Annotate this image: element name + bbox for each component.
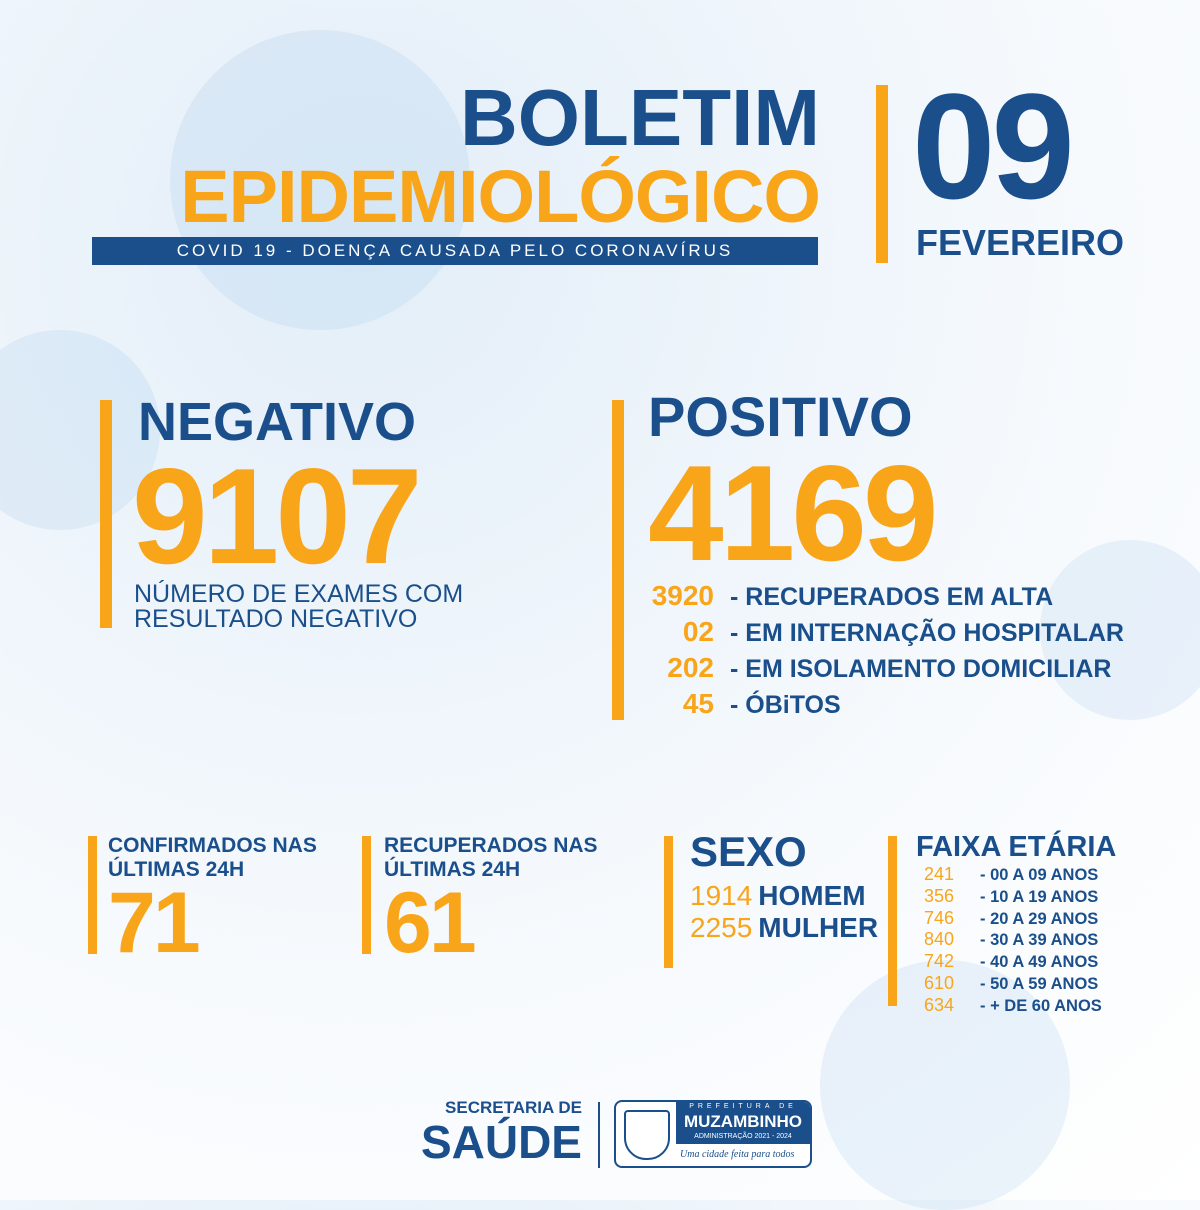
subtitle-banner: COVID 19 - DOENÇA CAUSADA PELO CORONAVÍR… <box>92 237 818 265</box>
faixa-list: 241 - 00 A 09 ANOS 356 - 10 A 19 ANOS 746 - 2… <box>908 864 1102 1017</box>
prefeitura-label: PREFEITURA DE <box>689 1103 797 1110</box>
date-day: 09 <box>912 62 1075 230</box>
recuperados-value: 61 <box>384 875 477 971</box>
virus-decoration <box>0 330 160 530</box>
item-label: - RECUPERADOS EM ALTA <box>730 583 1054 611</box>
recuperados-label-line1: RECUPERADOS NAS <box>384 834 598 857</box>
confirmados-value: 71 <box>108 875 201 971</box>
sexo-item: 2255 MULHER <box>690 912 878 944</box>
item-number: 02 <box>682 616 714 647</box>
negativo-desc-line2: RESULTADO NEGATIVO <box>134 605 418 633</box>
item-label: - 40 A 49 ANOS <box>980 953 1099 972</box>
positivo-item: 202 - EM ISOLAMENTO DOMICILIAR <box>630 650 1124 686</box>
sexo-list: 1914 HOMEM 2255 MULHER <box>690 880 878 944</box>
faixa-item: 634 - + DE 60 ANOS <box>908 995 1102 1017</box>
item-number: 1914 <box>690 880 753 911</box>
faixa-item: 610 - 50 A 59 ANOS <box>908 973 1102 995</box>
item-label: - EM ISOLAMENTO DOMICILIAR <box>730 655 1112 683</box>
item-label: - 00 A 09 ANOS <box>980 866 1099 884</box>
footer-divider <box>598 1102 600 1168</box>
recuperados-label: RECUPERADOS NAS ÚLTIMAS 24H <box>384 834 598 882</box>
faixa-bar <box>888 836 897 1006</box>
item-label: - 10 A 19 ANOS <box>980 887 1099 906</box>
item-number: 840 <box>923 929 954 950</box>
item-number: 610 <box>923 972 954 993</box>
recuperados-label-line2: ÚLTIMAS 24H <box>384 858 521 881</box>
virus-decoration <box>820 960 1070 1210</box>
faixa-item: 742 - 40 A 49 ANOS <box>908 951 1102 973</box>
item-number: 746 <box>923 907 954 928</box>
item-label: - + DE 60 ANOS <box>980 996 1102 1015</box>
faixa-item: 241 - 00 A 09 ANOS <box>908 864 1102 886</box>
item-number: 634 <box>923 994 954 1015</box>
item-number: 742 <box>923 951 954 972</box>
sexo-label: SEXO <box>690 828 807 875</box>
confirmados-bar <box>88 836 97 954</box>
item-number: 45 <box>682 688 714 719</box>
item-number: 202 <box>667 652 714 683</box>
item-label: - 50 A 59 ANOS <box>980 974 1099 993</box>
item-label: HOMEM <box>758 880 866 911</box>
prefeitura-logo: PREFEITURA DE MUZAMBINHO ADMINISTRAÇÃO 2… <box>614 1100 812 1168</box>
item-label: - EM INTERNAÇÃO HOSPITALAR <box>730 619 1124 647</box>
coat-of-arms-icon <box>624 1110 670 1160</box>
negativo-desc: NÚMERO DE EXAMES COM RESULTADO NEGATIVO <box>134 582 463 632</box>
positivo-label: POSITIVO <box>648 385 913 448</box>
confirmados-label: CONFIRMADOS NAS ÚLTIMAS 24H <box>108 834 317 882</box>
virus-decoration <box>1040 540 1200 720</box>
city-name: MUZAMBINHO <box>683 1112 803 1131</box>
sexo-item: 1914 HOMEM <box>690 880 878 912</box>
item-number: 356 <box>923 885 954 906</box>
item-number: 2255 <box>690 912 753 943</box>
negativo-value: 9107 <box>132 440 423 592</box>
confirmados-label-line1: CONFIRMADOS NAS <box>108 834 317 857</box>
item-number: 3920 <box>651 580 714 611</box>
secretaria-line1: SECRETARIA DE <box>445 1098 582 1117</box>
title-epidemiologico: EPIDEMIOLÓGICO <box>180 155 821 238</box>
positivo-bar <box>612 400 624 720</box>
divider-bar <box>876 85 888 263</box>
item-label: MULHER <box>758 912 879 943</box>
faixa-label: FAIXA ETÁRIA <box>916 831 1117 863</box>
item-label: - 20 A 29 ANOS <box>980 909 1099 928</box>
faixa-item: 356 - 10 A 19 ANOS <box>908 886 1102 908</box>
date-month: FEVEREIRO <box>916 222 1125 263</box>
positivo-item: 02 - EM INTERNAÇÃO HOSPITALAR <box>630 614 1124 650</box>
positivo-value: 4169 <box>648 437 939 589</box>
item-number: 241 <box>923 864 954 884</box>
sexo-bar <box>664 836 673 968</box>
faixa-item: 746 - 20 A 29 ANOS <box>908 908 1102 930</box>
slogan: Uma cidade feita para todos <box>680 1149 795 1160</box>
virus-decoration <box>170 30 470 330</box>
item-label: - 30 A 39 ANOS <box>980 931 1099 950</box>
negativo-desc-line1: NÚMERO DE EXAMES COM <box>134 580 464 608</box>
faixa-item: 840 - 30 A 39 ANOS <box>908 929 1102 951</box>
negativo-label: NEGATIVO <box>138 392 417 452</box>
secretaria-line2: SAÚDE <box>420 1116 582 1168</box>
secretaria-logo: SECRETARIA DE SAÚDE <box>390 1098 582 1166</box>
positivo-item: 3920 - RECUPERADOS EM ALTA <box>630 578 1124 614</box>
title-boletim: BOLETIM <box>460 73 820 162</box>
negativo-bar <box>100 400 112 628</box>
confirmados-label-line2: ÚLTIMAS 24H <box>108 858 245 881</box>
positivo-list: 3920 - RECUPERADOS EM ALTA 02 - EM INTERNA… <box>630 578 1124 722</box>
item-label: - ÓBiTOS <box>730 691 841 719</box>
recuperados-bar <box>362 836 371 954</box>
positivo-item: 45 - ÓBiTOS <box>630 686 1124 722</box>
admin-label: ADMINISTRAÇÃO 2021 - 2024 <box>694 1133 792 1140</box>
